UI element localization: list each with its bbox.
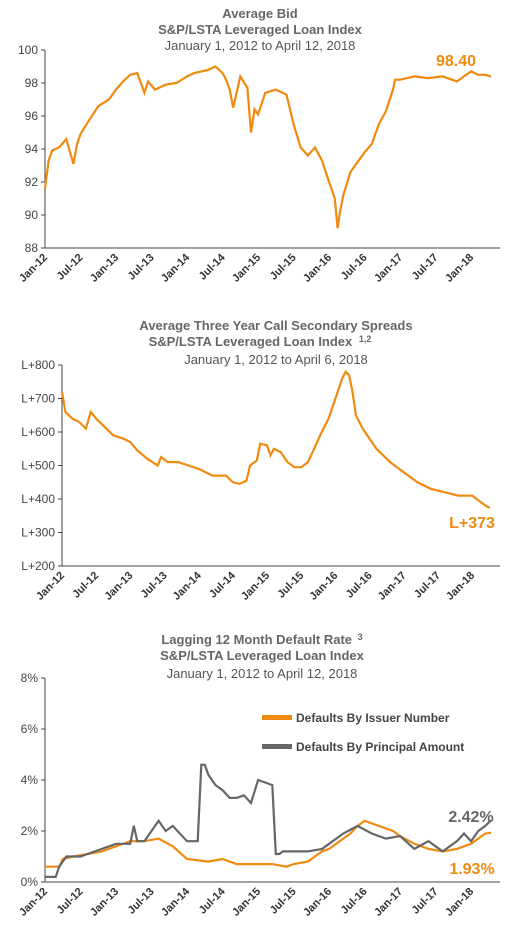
chart3-date-range: January 1, 2012 to April 12, 2018 <box>167 666 358 681</box>
y-tick-label: L+600 <box>21 425 55 439</box>
x-tick-label: Jan-17 <box>376 570 409 603</box>
chart1-title: Average Bid <box>222 6 297 21</box>
chart-call-spreads: Average Three Year Call Secondary Spread… <box>21 318 500 603</box>
x-tick-label: Jan-13 <box>102 570 135 603</box>
x-tick-label: Jan-14 <box>159 885 193 919</box>
legend-label-principal: Defaults By Principal Amount <box>296 740 464 754</box>
y-tick-label: L+400 <box>21 492 55 506</box>
x-tick-label: Jan-18 <box>443 252 476 285</box>
x-tick-label: Jul-16 <box>344 570 375 601</box>
x-tick-label: Jan-18 <box>443 886 476 919</box>
x-tick-label: Jul-13 <box>126 252 157 283</box>
x-tick-label: Jul-13 <box>139 570 170 601</box>
x-tick-label: Jan-12 <box>17 252 50 285</box>
y-tick-label: 88 <box>25 241 39 255</box>
x-tick-label: Jul-15 <box>268 886 299 917</box>
x-tick-label: Jan-12 <box>17 886 50 919</box>
x-tick-label: Jul-14 <box>197 885 229 917</box>
chart2-end-label: L+373 <box>449 515 495 532</box>
y-tick-label: L+800 <box>21 358 55 372</box>
x-tick-label: Jan-16 <box>307 570 340 603</box>
x-tick-label: Jul-12 <box>55 252 86 283</box>
x-tick-label: Jan-12 <box>34 570 67 603</box>
x-tick-label: Jul-13 <box>126 886 157 917</box>
y-tick-label: 98 <box>25 76 39 90</box>
y-tick-label: 2% <box>21 824 39 838</box>
y-tick-label: L+500 <box>21 459 55 473</box>
y-tick-label: 8% <box>21 671 39 685</box>
x-tick-label: Jan-16 <box>301 886 334 919</box>
x-tick-label: Jul-14 <box>207 569 239 601</box>
chart3-title: Lagging 12 Month Default Rate 3 <box>161 632 362 647</box>
chart3-legend: Defaults By Issuer Number Defaults By Pr… <box>262 711 464 754</box>
x-tick-label: Jul-16 <box>339 886 370 917</box>
x-tick-label: Jul-12 <box>70 570 101 601</box>
x-tick-label: Jul-12 <box>55 886 86 917</box>
x-tick-label: Jan-13 <box>88 252 121 285</box>
x-tick-label: Jan-16 <box>301 252 334 285</box>
legend-label-issuer: Defaults By Issuer Number <box>296 711 450 725</box>
x-tick-label: Jan-15 <box>230 252 263 285</box>
chart3-end-label-principal: 2.42% <box>448 809 493 826</box>
chart1-series-line <box>43 65 492 229</box>
chart-default-rate: Lagging 12 Month Default Rate 3 S&P/LSTA… <box>17 632 500 919</box>
chart2-date-range: January 1, 2012 to April 6, 2018 <box>184 352 368 367</box>
chart1-subtitle: S&P/LSTA Leveraged Loan Index <box>158 22 362 37</box>
x-tick-label: Jul-17 <box>412 570 443 601</box>
x-tick-label: Jan-14 <box>171 569 205 603</box>
x-tick-label: Jul-15 <box>268 252 299 283</box>
x-tick-label: Jul-17 <box>410 252 441 283</box>
chart-average-bid: Average Bid S&P/LSTA Leveraged Loan Inde… <box>17 6 500 285</box>
x-tick-label: Jan-14 <box>159 251 193 285</box>
y-tick-label: 100 <box>18 43 38 57</box>
x-tick-label: Jan-13 <box>88 886 121 919</box>
y-tick-label: L+300 <box>21 526 55 540</box>
x-tick-label: Jul-17 <box>410 886 441 917</box>
chart3-subtitle: S&P/LSTA Leveraged Loan Index <box>160 648 364 663</box>
chart1-end-label: 98.40 <box>436 53 476 70</box>
x-tick-label: Jan-15 <box>230 886 263 919</box>
legend-swatch-principal <box>262 744 292 749</box>
x-tick-label: Jul-16 <box>339 252 370 283</box>
x-tick-label: Jul-15 <box>275 570 306 601</box>
x-tick-label: Jan-15 <box>239 570 272 603</box>
y-tick-label: 96 <box>25 109 39 123</box>
y-tick-label: 92 <box>25 175 39 189</box>
chart2-title: Average Three Year Call Secondary Spread… <box>139 318 412 333</box>
chart3-end-label-issuer: 1.93% <box>449 861 494 878</box>
y-tick-label: 4% <box>21 773 39 787</box>
chart2-series-line <box>60 369 491 509</box>
chart2-subtitle: S&P/LSTA Leveraged Loan Index 1,2 <box>149 334 372 349</box>
x-tick-label: Jan-17 <box>372 886 405 919</box>
x-tick-label: Jan-17 <box>372 252 405 285</box>
y-tick-label: 0% <box>21 875 39 889</box>
legend-swatch-issuer <box>262 715 292 720</box>
y-tick-label: 90 <box>25 208 39 222</box>
x-tick-label: Jul-14 <box>197 251 229 283</box>
y-tick-label: 6% <box>21 722 39 736</box>
chart1-date-range: January 1, 2012 to April 12, 2018 <box>165 38 356 53</box>
y-tick-label: 94 <box>25 142 39 156</box>
chart3-series-issuer-line <box>45 819 492 868</box>
chart3-series-principal-line <box>45 763 492 878</box>
x-tick-label: Jan-18 <box>444 570 477 603</box>
y-tick-label: L+200 <box>21 559 55 573</box>
y-tick-label: L+700 <box>21 392 55 406</box>
